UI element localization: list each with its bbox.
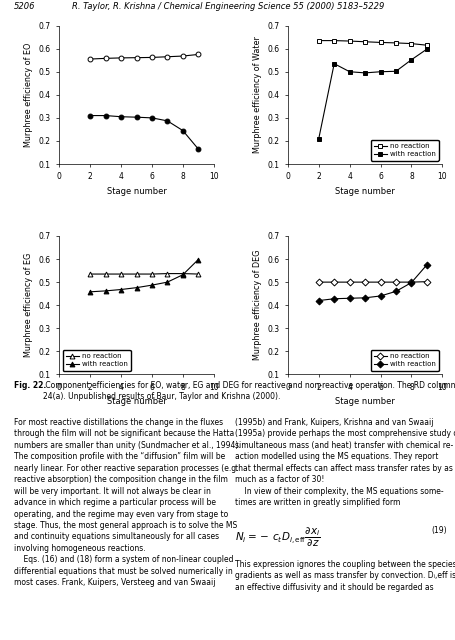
Text: Fig. 22.: Fig. 22. <box>14 381 46 390</box>
X-axis label: Stage number: Stage number <box>106 187 166 196</box>
Y-axis label: Murphree efficiency of EO: Murphree efficiency of EO <box>24 43 33 147</box>
Y-axis label: Murphree efficiency of Water: Murphree efficiency of Water <box>253 36 261 153</box>
Text: $N_i = -\, c_t D_{i,\mathrm{eff}} \dfrac{\partial x_i}{\partial z}$: $N_i = -\, c_t D_{i,\mathrm{eff}} \dfrac… <box>234 526 320 549</box>
Text: Component efficiencies for EO, water, EG and DEG for reactive and non-reactive o: Component efficiencies for EO, water, EG… <box>43 381 455 401</box>
Legend: no reaction, with reaction: no reaction, with reaction <box>370 140 438 161</box>
Legend: no reaction, with reaction: no reaction, with reaction <box>63 350 131 371</box>
X-axis label: Stage number: Stage number <box>334 397 394 406</box>
Text: This expression ignores the coupling between the species
gradients as well as ma: This expression ignores the coupling bet… <box>234 560 455 592</box>
Text: 5206: 5206 <box>14 2 35 12</box>
X-axis label: Stage number: Stage number <box>334 187 394 196</box>
Y-axis label: Murphree efficiency of EG: Murphree efficiency of EG <box>24 253 33 357</box>
Legend: no reaction, with reaction: no reaction, with reaction <box>370 350 438 371</box>
Text: (1995b) and Frank, Kuipers, Krishna and van Swaaij
(1995a) provide perhaps the m: (1995b) and Frank, Kuipers, Krishna and … <box>234 418 455 507</box>
Text: R. Taylor, R. Krishna / Chemical Engineering Science 55 (2000) 5183–5229: R. Taylor, R. Krishna / Chemical Enginee… <box>71 2 384 12</box>
Text: (19): (19) <box>430 526 445 535</box>
Text: For most reactive distillations the change in the fluxes
through the film will n: For most reactive distillations the chan… <box>14 418 240 588</box>
Y-axis label: Murphree efficiency of DEG: Murphree efficiency of DEG <box>253 250 261 360</box>
X-axis label: Stage number: Stage number <box>106 397 166 406</box>
